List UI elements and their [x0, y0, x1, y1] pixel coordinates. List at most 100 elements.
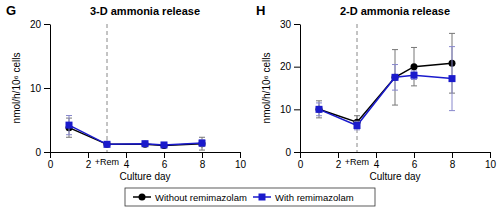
data-point — [199, 140, 206, 147]
x-tick: 8 — [200, 152, 206, 170]
legend-label: With remimazolam — [275, 192, 354, 203]
legend: Without remimazolam With remimazolam — [125, 188, 375, 206]
y-tick-mark — [44, 152, 50, 153]
title: 3-D ammonia release — [90, 5, 200, 17]
data-point — [392, 74, 399, 81]
error-bar-cap — [392, 64, 398, 65]
error-bar-cap — [392, 49, 398, 50]
panel: H2-D ammonia release02468100102030Cultur… — [256, 3, 496, 182]
data-point — [199, 140, 206, 147]
data-point — [411, 63, 418, 70]
error-bar — [354, 116, 360, 129]
error-bar-cap — [392, 105, 398, 106]
data-point — [142, 140, 149, 147]
legend-label: Without remimazolam — [155, 192, 247, 203]
x-tick-label: 4 — [374, 159, 380, 170]
error-bar-cap — [354, 115, 360, 116]
x-tick: 6 — [162, 152, 168, 170]
error-bar-cap — [66, 115, 72, 116]
error-bar-cap — [316, 115, 322, 116]
x-tick: 0 — [298, 152, 304, 170]
error-bar — [411, 47, 417, 85]
plot-area — [66, 116, 206, 151]
y-tick-mark — [294, 152, 300, 153]
panel-label: G — [6, 3, 16, 18]
x-tick-mark — [376, 152, 377, 158]
x-tick-label: 0 — [48, 159, 54, 170]
legend-marker — [139, 194, 146, 201]
data-point — [316, 106, 323, 113]
y-axis-title: nmol/h/10⁶ cells — [261, 53, 272, 124]
legend-box — [125, 188, 375, 206]
x-tick: 8 — [450, 152, 456, 170]
x-axis-title: Culture day — [119, 171, 170, 182]
error-bar — [392, 50, 398, 105]
x-axis: 0 2 4 6 8 10 — [298, 152, 497, 170]
x-tick-mark — [240, 152, 241, 158]
error-bar — [199, 137, 205, 150]
error-bar-cap — [449, 110, 455, 111]
y-tick-label: 20 — [280, 61, 292, 72]
error-bar — [316, 103, 322, 116]
y-tick-label: 20 — [30, 19, 42, 30]
y-tick: 20 — [280, 61, 300, 72]
error-bar-cap — [411, 70, 417, 71]
plot-area — [316, 33, 456, 129]
y-axis-line — [50, 25, 51, 153]
x-tick-mark — [202, 152, 203, 158]
x-tick: 2 — [336, 152, 342, 170]
panel: G3-D ammonia release024681001020Culture … — [6, 3, 246, 182]
error-bar-cap — [199, 150, 205, 151]
annotation-label: +Rem — [345, 157, 369, 167]
x-tick-mark — [300, 152, 301, 158]
x-tick-label: 8 — [200, 159, 206, 170]
error-bar — [392, 65, 398, 91]
x-tick: 6 — [412, 152, 418, 170]
y-tick-mark — [44, 88, 50, 89]
error-bar — [411, 71, 417, 80]
annotation-line — [107, 24, 108, 152]
series-line — [319, 63, 452, 122]
y-axis: 0102030 — [280, 19, 301, 158]
x-tick-mark — [414, 152, 415, 158]
error-bar-cap — [66, 137, 72, 138]
panel-label: H — [256, 3, 265, 18]
x-tick: 4 — [374, 152, 380, 170]
data-point — [104, 141, 111, 148]
data-point — [354, 122, 361, 129]
y-tick-mark — [44, 24, 50, 25]
y-tick: 10 — [30, 83, 50, 94]
data-point — [392, 74, 399, 81]
x-tick-label: 8 — [450, 159, 456, 170]
y-axis-line — [300, 25, 301, 153]
error-bar-cap — [354, 121, 360, 122]
data-point — [142, 141, 149, 148]
title: 2-D ammonia release — [340, 5, 450, 17]
y-tick: 0 — [35, 147, 50, 158]
error-bar-cap — [66, 134, 72, 135]
x-tick-label: 6 — [162, 159, 168, 170]
x-tick: 2 — [86, 152, 92, 170]
y-tick-label: 0 — [285, 147, 291, 158]
y-tick: 20 — [30, 19, 50, 30]
series-line — [319, 75, 452, 125]
y-tick: 0 — [285, 147, 300, 158]
y-axis: 0 10 20 — [30, 19, 51, 158]
x-axis: 0246810 — [48, 152, 247, 170]
data-point — [411, 72, 418, 79]
y-tick-label: 10 — [30, 83, 42, 94]
x-tick-label: 10 — [485, 159, 497, 170]
error-bar — [199, 140, 205, 146]
error-bar-cap — [411, 79, 417, 80]
y-tick-mark — [294, 67, 300, 68]
x-tick-mark — [452, 152, 453, 158]
x-tick-label: 2 — [86, 159, 92, 170]
error-bar — [354, 121, 360, 130]
data-point — [161, 142, 168, 149]
error-bar-cap — [354, 129, 360, 130]
legend-marker — [259, 194, 266, 201]
x-tick-mark — [338, 152, 339, 158]
x-tick-label: 10 — [235, 159, 247, 170]
y-axis-title: nmol/h/10⁶ cells — [11, 53, 22, 124]
error-bar-cap — [411, 85, 417, 86]
